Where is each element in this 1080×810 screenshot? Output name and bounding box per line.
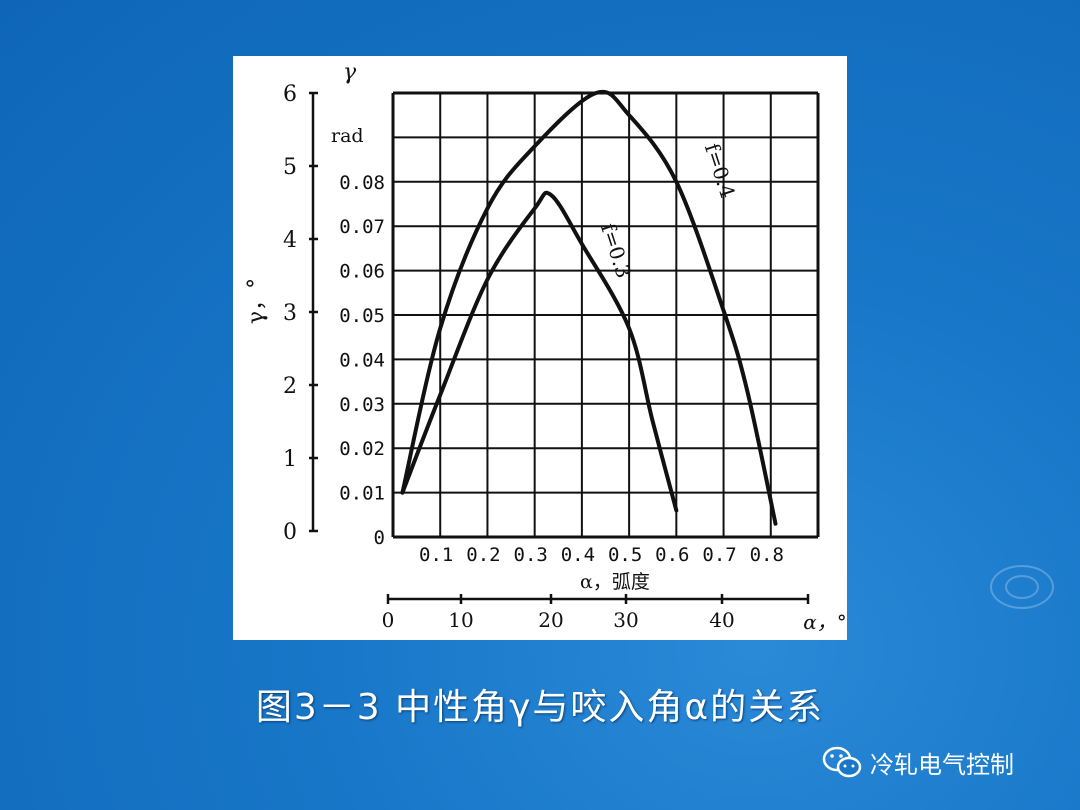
secondary-y-tick-label: 2 <box>283 374 297 399</box>
series-label: f=0.3 <box>596 220 636 281</box>
secondary-y-tick-label: 6 <box>283 82 297 107</box>
slide-caption: 图3－3 中性角γ与咬入角α的关系 <box>255 687 825 728</box>
y-tick-label: 0.04 <box>339 349 385 371</box>
secondary-x-tick-label: 20 <box>538 608 563 632</box>
series-line-f04 <box>400 89 778 526</box>
secondary-y-axis-label: γ，° <box>244 278 269 324</box>
watermark: 冷轧电气控制 <box>822 745 1014 780</box>
y-tick-label: 0.05 <box>339 305 385 327</box>
ripple-decoration <box>990 565 1054 609</box>
secondary-y-tick-label: 5 <box>283 155 297 180</box>
y-tick-label: 0.08 <box>339 172 385 194</box>
y-tick-label: 0.02 <box>339 438 385 460</box>
x-tick-label: 0.2 <box>466 544 500 566</box>
secondary-x-tick-label: 10 <box>448 608 473 632</box>
secondary-x-tick-label: 0 <box>382 608 395 632</box>
y-axis-unit: rad <box>331 125 364 147</box>
secondary-x-axis-label: α，° <box>803 610 847 634</box>
secondary-x-tick-label: 40 <box>709 608 734 632</box>
y-tick-label: 0.03 <box>339 394 385 416</box>
x-axis-label: α，弧度 <box>580 571 650 593</box>
x-tick-label: 0.6 <box>655 544 689 566</box>
secondary-x-tick-label: 30 <box>613 608 638 632</box>
ripple-decoration <box>1005 575 1039 599</box>
y-tick-label: 0 <box>374 527 385 549</box>
secondary-y-tick-label: 3 <box>283 301 297 326</box>
secondary-y-tick-label: 4 <box>283 228 297 253</box>
x-tick-label: 0.3 <box>514 544 548 566</box>
x-tick-label: 0.1 <box>419 544 453 566</box>
chart: 0 0.01 0.02 0.03 0.04 0.05 0.06 0.07 0.08 0.1 0.2 0… <box>244 60 847 634</box>
x-tick-label: 0.5 <box>608 544 642 566</box>
y-tick-label: 0.06 <box>339 261 385 283</box>
secondary-y-tick-label: 0 <box>283 520 297 545</box>
watermark-text: 冷轧电气控制 <box>870 751 1014 779</box>
y-tick-label: 0.07 <box>339 216 385 238</box>
secondary-y-tick-label: 1 <box>283 447 297 472</box>
y-tick-label: 0.01 <box>339 483 385 505</box>
x-tick-label: 0.7 <box>702 544 736 566</box>
series-label: f=0.4 <box>700 140 740 201</box>
series-line-f03 <box>400 190 679 513</box>
chart-panel: 0 0.01 0.02 0.03 0.04 0.05 0.06 0.07 0.08 0.1 0.2 0… <box>233 56 847 640</box>
x-tick-label: 0.4 <box>561 544 595 566</box>
x-tick-label: 0.8 <box>750 544 784 566</box>
wechat-icon <box>822 746 862 777</box>
y-axis-label: γ <box>343 60 357 85</box>
